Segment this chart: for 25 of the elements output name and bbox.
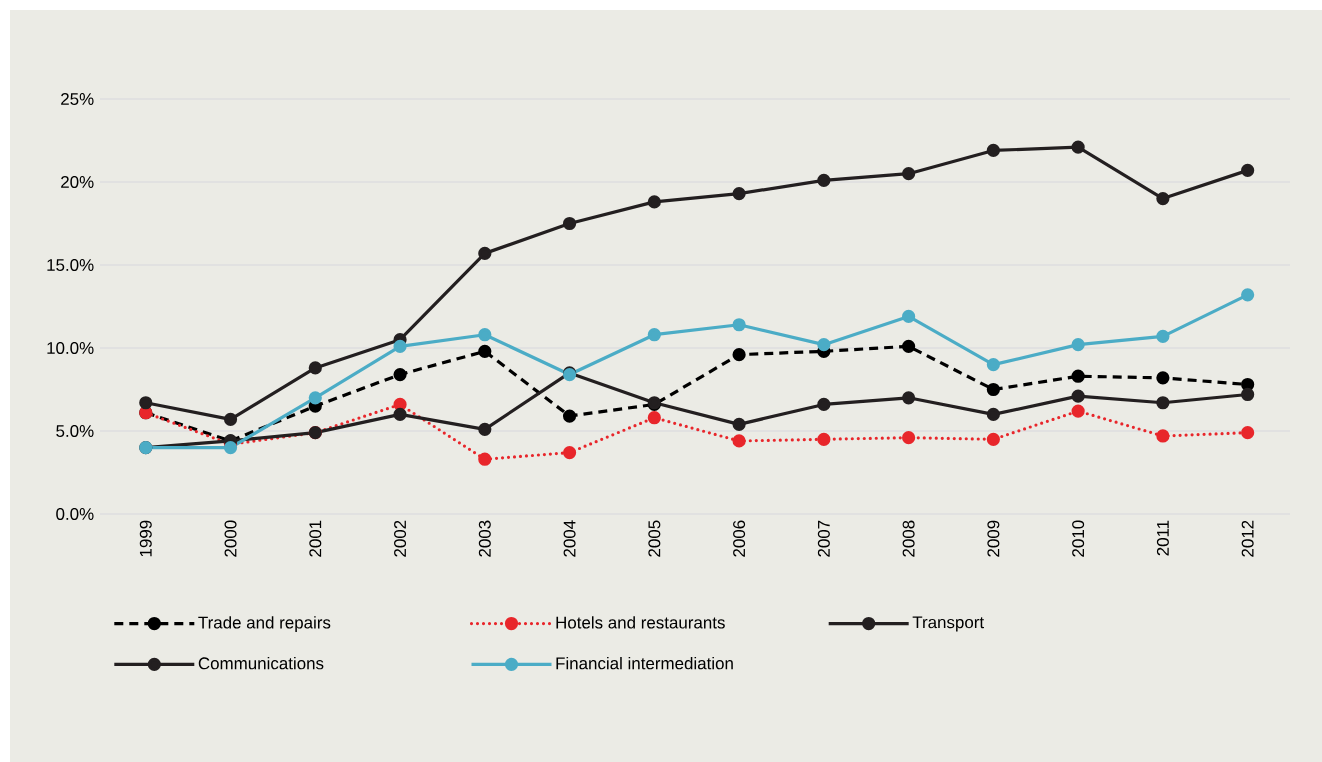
legend-label: Hotels and restaurants: [556, 616, 725, 629]
y-tick-label: 5.0%: [56, 425, 94, 437]
x-tick-label: 2006: [733, 520, 746, 557]
y-tick-label: 10.0%: [47, 341, 94, 354]
x-tick-label: 2008: [902, 520, 915, 557]
legend-label: Communications: [198, 656, 324, 670]
y-tick-label: 20%: [61, 175, 94, 188]
y-tick-label: 25%: [61, 92, 94, 105]
x-tick-label: 2011: [1156, 520, 1169, 556]
x-tick-label: 2007: [817, 520, 830, 557]
x-tick-label: 1999: [139, 520, 152, 557]
x-tick-label: 2001: [309, 520, 322, 557]
x-tick-label: 2004: [563, 520, 576, 557]
y-tick-label: 0.0%: [56, 508, 94, 520]
legend-label: Financial intermediation: [556, 656, 733, 670]
x-tick-label: 2010: [1072, 520, 1085, 557]
y-tick-label: 15.0%: [47, 258, 94, 271]
x-tick-label: 2003: [478, 520, 491, 557]
legend-label: Transport: [912, 616, 984, 632]
legend-label: Trade and repairs: [198, 616, 331, 632]
x-tick-label: 2000: [224, 520, 237, 557]
x-tick-label: 2005: [648, 520, 661, 557]
x-tick-label: 2012: [1241, 520, 1254, 557]
x-tick-label: 2009: [987, 520, 1000, 557]
x-tick-label: 2002: [394, 520, 407, 557]
